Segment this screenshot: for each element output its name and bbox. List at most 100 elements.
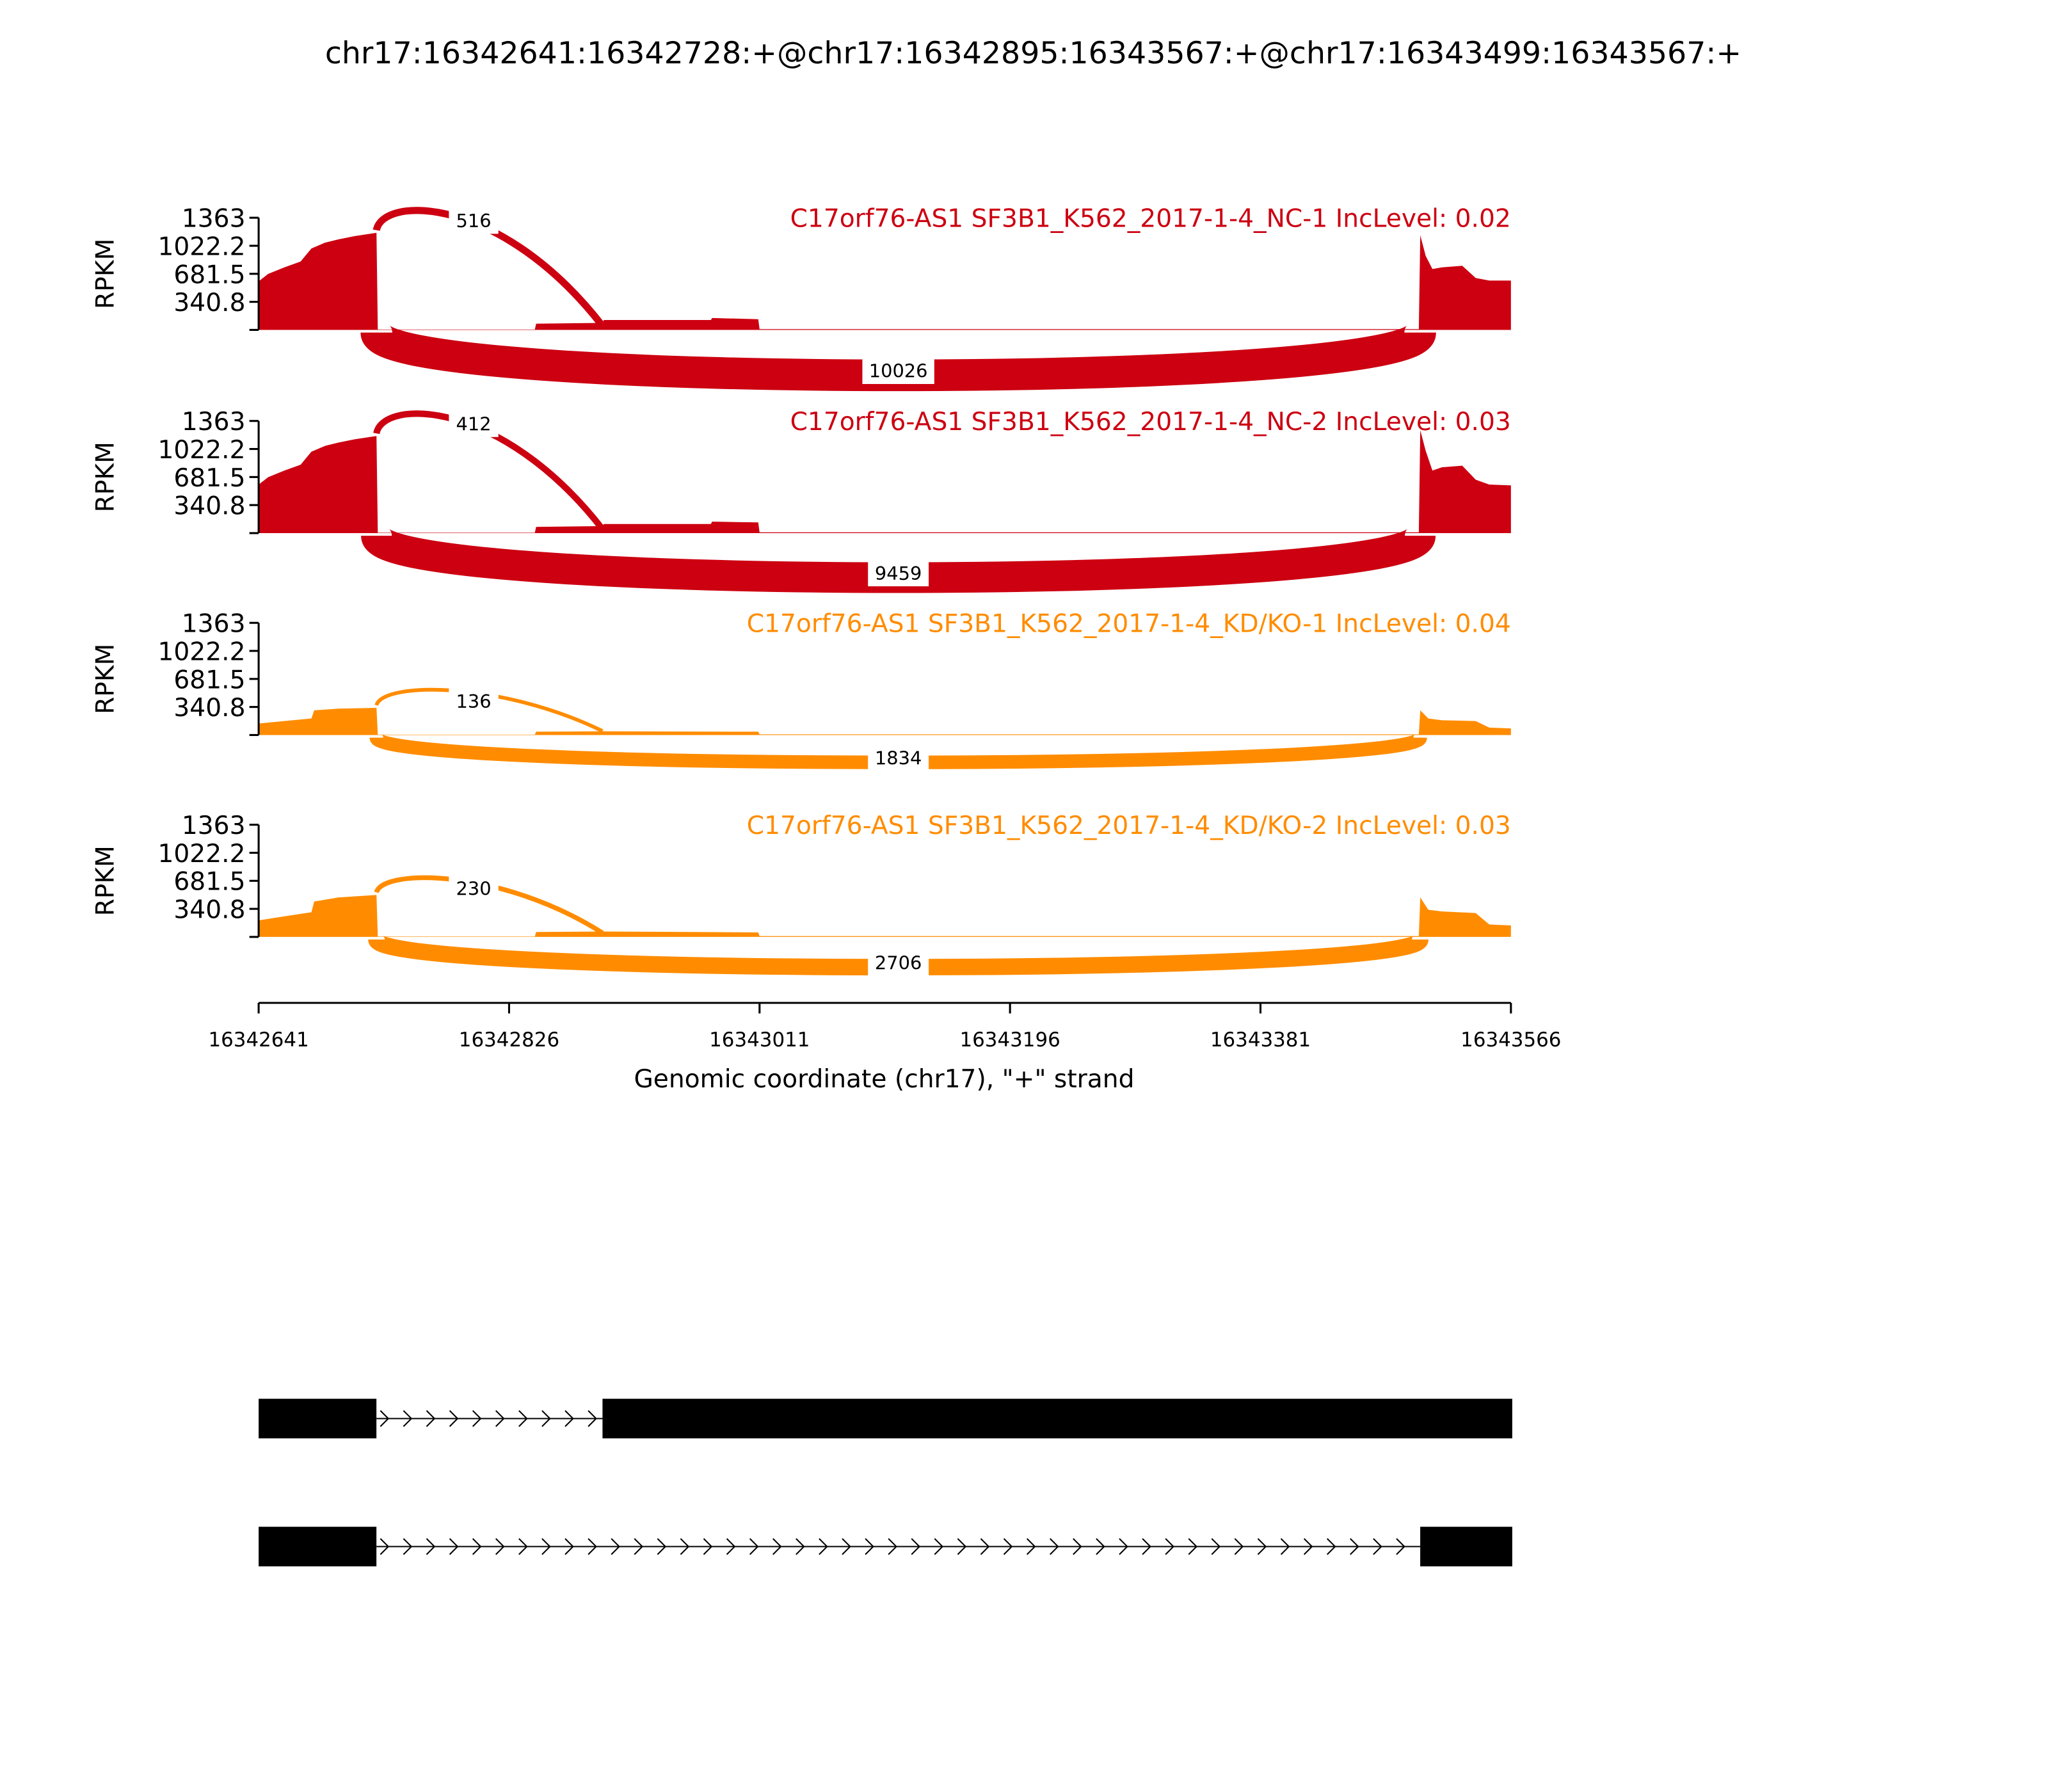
sample-label: C17orf76-AS1 SF3B1_K562_2017-1-4_NC-1 In…: [790, 205, 1511, 234]
strand-arrow-icon: [1096, 1538, 1105, 1555]
strand-arrow-icon: [611, 1538, 620, 1555]
strand-arrow-icon: [495, 1410, 505, 1427]
junction-count-label: 412: [456, 413, 492, 435]
strand-arrow-icon: [1280, 1538, 1290, 1555]
strand-arrow-icon: [1050, 1538, 1059, 1555]
strand-arrow-icon: [541, 1410, 551, 1427]
strand-arrow-icon: [1003, 1538, 1013, 1555]
x-axis: 16342641 16342826 16343011 16343196 16343381…: [208, 1002, 1561, 1052]
strand-arrow-icon: [1350, 1538, 1359, 1555]
y-tick-label: 1022.2: [157, 232, 245, 261]
junction-count-label: 516: [456, 210, 492, 232]
coverage-area: [259, 232, 1511, 330]
x-axis-label: Genomic coordinate (chr17), "+" strand: [634, 1065, 1134, 1094]
junction-count-label: 230: [456, 877, 492, 899]
strand-arrow-icon: [380, 1538, 390, 1555]
strand-arrow-icon: [1257, 1538, 1267, 1555]
strand-arrow-icon: [472, 1410, 482, 1427]
y-tick-label: 681.5: [173, 260, 245, 289]
strand-arrow-icon: [726, 1538, 736, 1555]
strand-arrow-icon: [403, 1410, 413, 1427]
strand-arrow-icon: [1211, 1538, 1221, 1555]
junction-label-box: [868, 949, 929, 976]
junction-count-label: 9459: [875, 563, 922, 584]
transcript: [259, 1526, 1512, 1567]
coverage-area: [259, 707, 1511, 735]
y-axis-label: RPKM: [91, 845, 120, 916]
strand-arrow-icon: [1303, 1538, 1313, 1555]
strand-arrow-icon: [518, 1538, 528, 1555]
y-tick-label: 340.8: [173, 492, 245, 521]
strand-arrow-icon: [472, 1538, 482, 1555]
junction-label-box: [868, 559, 929, 587]
y-tick-label: 1022.2: [157, 436, 245, 465]
strand-arrow-icon: [957, 1538, 967, 1555]
strand-arrow-icon: [680, 1538, 690, 1555]
y-tick-label: 340.8: [173, 289, 245, 317]
junction-label-box: [868, 744, 929, 771]
strand-arrow-icon: [518, 1410, 528, 1427]
y-tick-label: 1363: [182, 205, 246, 234]
strand-arrow-icon: [1188, 1538, 1198, 1555]
junction-label-box: [449, 688, 499, 715]
strand-arrow-icon: [588, 1538, 597, 1555]
y-tick-label: 1363: [182, 812, 246, 840]
y-tick-label: 340.8: [173, 896, 245, 925]
strand-arrow-icon: [541, 1538, 551, 1555]
junction-count-label: 10026: [869, 360, 928, 382]
y-tick-label: 1363: [182, 408, 246, 436]
strand-arrow-icon: [1396, 1538, 1405, 1555]
strand-arrow-icon: [495, 1538, 505, 1555]
strand-arrow-icon: [426, 1410, 436, 1427]
junction-count-label: 1834: [875, 747, 922, 769]
y-tick-label: 681.5: [173, 464, 245, 493]
x-tick-label: 16343011: [709, 1028, 810, 1052]
coverage-area: [259, 895, 1511, 937]
strand-arrow-icon: [426, 1538, 436, 1555]
exon-block: [259, 1398, 377, 1439]
sample-label: C17orf76-AS1 SF3B1_K562_2017-1-4_KD/KO-2…: [747, 812, 1511, 840]
junction-label-box: [449, 410, 499, 437]
strand-arrow-icon: [449, 1538, 459, 1555]
strand-arrow-icon: [749, 1538, 759, 1555]
x-tick-label: 16343196: [959, 1028, 1060, 1052]
gene-models: [259, 1398, 1512, 1567]
strand-arrow-icon: [1142, 1538, 1151, 1555]
strand-arrow-icon: [796, 1538, 805, 1555]
exon-block: [259, 1526, 377, 1567]
strand-arrow-icon: [634, 1538, 644, 1555]
strand-arrow-icon: [888, 1538, 897, 1555]
x-tick-label: 16342826: [459, 1028, 559, 1052]
strand-arrow-icon: [1073, 1538, 1082, 1555]
strand-arrow-icon: [380, 1410, 390, 1427]
junction-count-label: 2706: [875, 952, 922, 973]
strand-arrow-icon: [564, 1538, 574, 1555]
strand-arrow-icon: [865, 1538, 874, 1555]
strand-arrow-icon: [449, 1410, 459, 1427]
junction-label-box: [449, 875, 499, 902]
strand-arrow-icon: [934, 1538, 944, 1555]
strand-arrow-icon: [1165, 1538, 1174, 1555]
strand-arrow-icon: [657, 1538, 667, 1555]
strand-arrow-icon: [842, 1538, 851, 1555]
chart-title: chr17:16342641:16342728:+@chr17:16342895…: [325, 36, 1741, 71]
y-tick-label: 1022.2: [157, 840, 245, 868]
strand-arrow-icon: [703, 1538, 713, 1555]
strand-arrow-icon: [588, 1410, 597, 1427]
strand-arrow-icon: [911, 1538, 921, 1555]
y-axis-label: RPKM: [91, 239, 120, 309]
junction-count-label: 136: [456, 691, 492, 712]
strand-arrow-icon: [980, 1538, 990, 1555]
strand-arrow-icon: [403, 1538, 413, 1555]
y-tick-label: 1363: [182, 610, 246, 639]
strand-arrow-icon: [1373, 1538, 1382, 1555]
y-tick-label: 340.8: [173, 694, 245, 723]
strand-arrow-icon: [819, 1538, 828, 1555]
sample-label: C17orf76-AS1 SF3B1_K562_2017-1-4_KD/KO-1…: [747, 610, 1511, 639]
junction-label-box: [862, 357, 934, 384]
strand-arrow-icon: [1234, 1538, 1244, 1555]
junction-label-box: [449, 207, 499, 234]
